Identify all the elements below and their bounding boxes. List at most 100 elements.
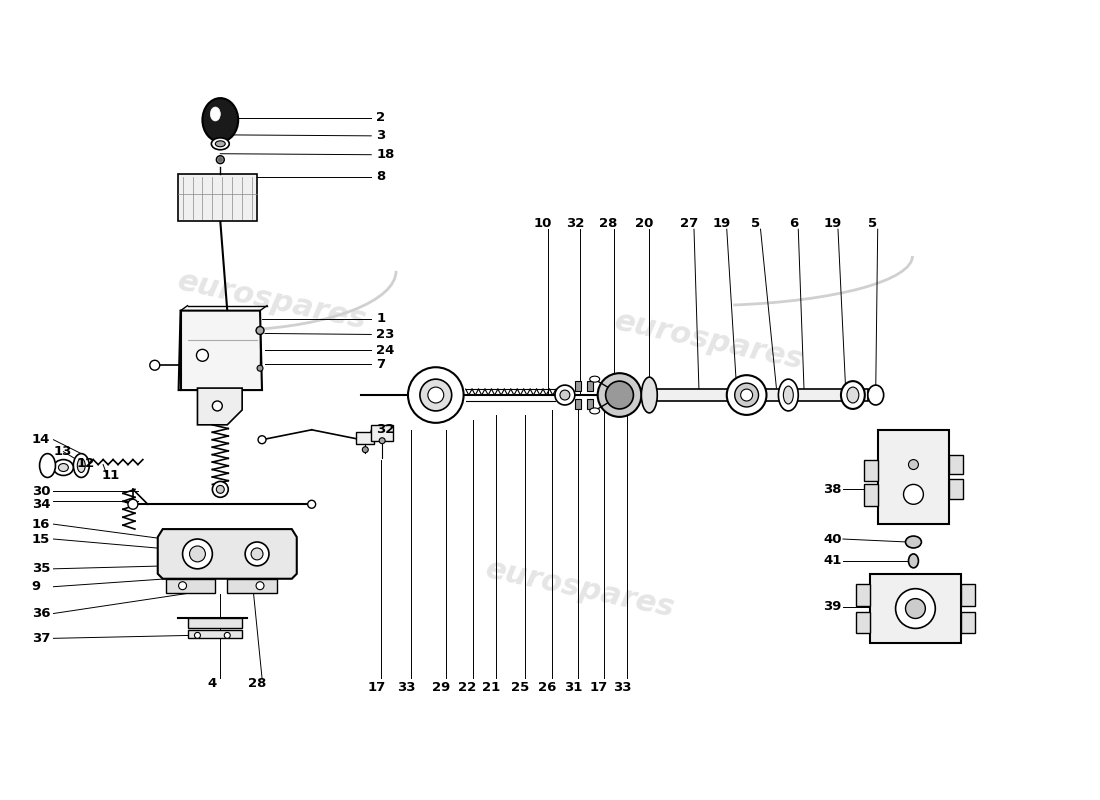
Bar xyxy=(961,611,975,634)
Bar xyxy=(166,578,216,593)
Text: 13: 13 xyxy=(54,445,72,458)
Text: 8: 8 xyxy=(376,170,385,183)
Circle shape xyxy=(256,582,264,590)
Bar xyxy=(575,399,581,409)
Bar xyxy=(641,389,868,401)
Text: 17: 17 xyxy=(590,682,608,694)
Bar xyxy=(586,381,593,391)
Ellipse shape xyxy=(77,458,86,473)
Bar xyxy=(864,485,878,506)
Circle shape xyxy=(903,485,923,504)
Circle shape xyxy=(245,542,270,566)
Text: 14: 14 xyxy=(32,434,50,446)
Circle shape xyxy=(189,546,206,562)
Ellipse shape xyxy=(641,377,658,413)
Ellipse shape xyxy=(868,385,883,405)
Text: 1: 1 xyxy=(376,312,385,325)
Bar xyxy=(187,618,242,629)
Bar xyxy=(372,425,393,441)
Circle shape xyxy=(740,389,752,401)
Circle shape xyxy=(735,383,759,407)
Text: 32: 32 xyxy=(376,423,395,436)
Circle shape xyxy=(379,438,385,444)
Text: 15: 15 xyxy=(32,533,50,546)
Bar xyxy=(949,454,964,474)
Ellipse shape xyxy=(74,454,89,478)
Text: 28: 28 xyxy=(600,217,618,230)
Circle shape xyxy=(362,446,369,453)
Text: 32: 32 xyxy=(565,217,584,230)
Text: 19: 19 xyxy=(713,217,730,230)
Bar xyxy=(575,381,581,391)
Ellipse shape xyxy=(590,408,600,414)
Text: 33: 33 xyxy=(397,682,416,694)
Text: 9: 9 xyxy=(32,580,41,593)
Ellipse shape xyxy=(590,376,600,382)
Text: 4: 4 xyxy=(208,677,217,690)
Text: eurospares: eurospares xyxy=(483,554,678,623)
Circle shape xyxy=(895,589,935,629)
Bar xyxy=(856,611,870,634)
Text: 3: 3 xyxy=(376,130,385,142)
Text: 38: 38 xyxy=(823,483,842,496)
Ellipse shape xyxy=(40,454,55,478)
Text: 10: 10 xyxy=(534,217,552,230)
Circle shape xyxy=(606,381,634,409)
Circle shape xyxy=(217,486,224,494)
Bar xyxy=(586,399,593,409)
Bar xyxy=(187,630,242,638)
Circle shape xyxy=(256,326,264,334)
Ellipse shape xyxy=(210,107,220,121)
Polygon shape xyxy=(157,529,297,578)
Text: 35: 35 xyxy=(32,562,50,575)
Text: 31: 31 xyxy=(563,682,582,694)
Circle shape xyxy=(178,582,187,590)
Ellipse shape xyxy=(202,98,239,142)
Text: 40: 40 xyxy=(823,533,842,546)
Ellipse shape xyxy=(847,387,859,403)
Circle shape xyxy=(257,366,263,371)
Text: 11: 11 xyxy=(101,469,120,482)
Text: 26: 26 xyxy=(538,682,557,694)
Ellipse shape xyxy=(211,138,229,150)
Polygon shape xyxy=(198,388,242,425)
Text: 33: 33 xyxy=(613,682,631,694)
Circle shape xyxy=(251,548,263,560)
Polygon shape xyxy=(178,310,262,390)
Circle shape xyxy=(150,360,160,370)
Circle shape xyxy=(556,385,575,405)
Circle shape xyxy=(212,401,222,411)
Text: 23: 23 xyxy=(376,328,395,341)
Circle shape xyxy=(197,350,208,362)
Circle shape xyxy=(308,500,316,508)
Ellipse shape xyxy=(58,463,68,471)
Bar xyxy=(177,174,257,222)
Text: 12: 12 xyxy=(76,457,95,470)
Bar xyxy=(228,578,277,593)
Circle shape xyxy=(420,379,452,411)
Text: 27: 27 xyxy=(680,217,698,230)
Text: 41: 41 xyxy=(823,554,842,567)
Bar xyxy=(961,584,975,606)
Ellipse shape xyxy=(779,379,799,411)
Circle shape xyxy=(905,598,925,618)
Bar xyxy=(856,584,870,606)
Text: 7: 7 xyxy=(376,358,385,370)
Text: 16: 16 xyxy=(32,518,50,530)
Circle shape xyxy=(727,375,767,415)
Bar xyxy=(878,430,949,524)
Text: eurospares: eurospares xyxy=(175,266,370,335)
Text: 17: 17 xyxy=(367,682,385,694)
Text: 20: 20 xyxy=(635,217,653,230)
Text: 5: 5 xyxy=(751,217,760,230)
Ellipse shape xyxy=(842,381,865,409)
Text: 37: 37 xyxy=(32,632,50,645)
Bar xyxy=(949,479,964,499)
Circle shape xyxy=(224,632,230,638)
Text: eurospares: eurospares xyxy=(612,306,806,374)
Text: 6: 6 xyxy=(789,217,797,230)
Circle shape xyxy=(217,156,224,164)
Text: 39: 39 xyxy=(823,600,842,613)
Ellipse shape xyxy=(905,536,922,548)
Text: 36: 36 xyxy=(32,607,51,620)
